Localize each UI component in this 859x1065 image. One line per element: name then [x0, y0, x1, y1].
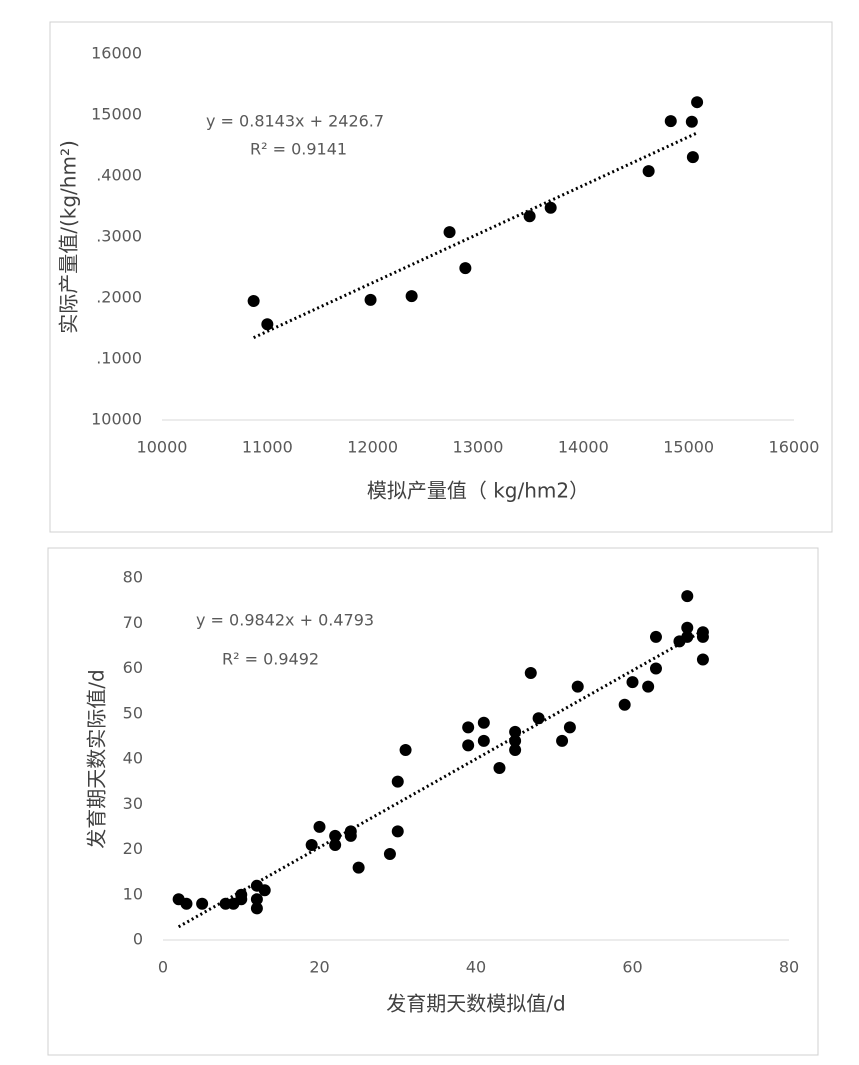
y-tick-label: 15000 — [91, 105, 142, 124]
point — [329, 829, 342, 842]
y-tick-label: 10 — [123, 884, 143, 903]
x-tick-label: 13000 — [453, 438, 504, 457]
point — [459, 262, 472, 275]
y-tick-label: 20 — [123, 839, 143, 858]
x-tick-label: 80 — [779, 958, 799, 977]
y-tick-label: 30 — [123, 794, 143, 813]
point — [532, 712, 545, 725]
point — [405, 290, 418, 303]
x-tick-label: 14000 — [558, 438, 609, 457]
point — [523, 210, 536, 223]
x-tick-label: 20 — [309, 958, 329, 977]
trend-line — [253, 131, 698, 340]
point — [250, 893, 263, 906]
point — [261, 318, 274, 331]
point — [247, 295, 260, 308]
point — [681, 630, 694, 643]
x-tick-label: 16000 — [769, 438, 820, 457]
y-axis-title: 实际产量值/(kg/hm²) — [57, 140, 81, 334]
point — [649, 630, 662, 643]
y-tick-label: 60 — [123, 658, 143, 677]
y-tick-label: 16000 — [91, 44, 142, 63]
point — [250, 902, 263, 915]
point — [563, 721, 576, 734]
point — [344, 825, 357, 838]
y-tick-label: .3000 — [96, 227, 142, 246]
point — [649, 662, 662, 675]
x-tick-label: 12000 — [347, 438, 398, 457]
point — [443, 226, 456, 239]
y-tick-label: .4000 — [96, 166, 142, 185]
point — [685, 115, 698, 128]
y-tick-label: 0 — [133, 930, 143, 949]
point — [618, 698, 631, 711]
annotation: y = 0.8143x + 2426.7 — [206, 112, 384, 131]
x-tick-label: 10000 — [137, 438, 188, 457]
point — [509, 725, 522, 738]
point — [493, 762, 506, 775]
y-tick-label: 50 — [123, 703, 143, 722]
trend-line — [177, 629, 704, 929]
x-axis-title: 模拟产量值（ kg/hm2） — [367, 479, 589, 503]
point — [509, 734, 522, 747]
point — [364, 293, 377, 306]
y-tick-label: 10000 — [91, 410, 142, 429]
x-axis-title: 发育期天数模拟值/d — [386, 992, 565, 1016]
point — [305, 838, 318, 851]
point — [681, 590, 694, 603]
point — [524, 667, 537, 680]
point — [313, 820, 326, 833]
x-tick-label: 15000 — [663, 438, 714, 457]
point — [477, 716, 490, 729]
panel-frame — [47, 547, 819, 1056]
point — [391, 825, 404, 838]
annotation: y = 0.9842x + 0.4793 — [196, 611, 374, 630]
annotation: R² = 0.9492 — [222, 650, 319, 669]
point — [477, 734, 490, 747]
x-tick-label: 40 — [466, 958, 486, 977]
x-tick-label: 60 — [622, 958, 642, 977]
point — [696, 653, 709, 666]
point — [544, 201, 557, 214]
point — [681, 621, 694, 634]
y-tick-label: 80 — [123, 568, 143, 587]
point — [642, 165, 655, 178]
point — [391, 775, 404, 788]
y-tick-label: 70 — [123, 613, 143, 632]
point — [462, 721, 475, 734]
point — [556, 734, 569, 747]
y-tick-label: .1000 — [96, 349, 142, 368]
point — [235, 888, 248, 901]
point — [352, 861, 365, 874]
point — [696, 630, 709, 643]
point — [642, 680, 655, 693]
point — [180, 897, 193, 910]
point — [399, 743, 412, 756]
annotation: R² = 0.9141 — [250, 140, 347, 159]
y-tick-label: 40 — [123, 749, 143, 768]
point — [691, 96, 704, 109]
y-axis-title: 发育期天数实际值/d — [85, 669, 109, 848]
point — [196, 897, 209, 910]
point — [664, 115, 677, 128]
point — [686, 151, 699, 164]
x-tick-label: 0 — [158, 958, 168, 977]
panel-frame — [49, 21, 833, 533]
point — [383, 848, 396, 861]
point — [462, 739, 475, 752]
x-tick-label: 11000 — [242, 438, 293, 457]
point — [329, 838, 342, 851]
point — [571, 680, 584, 693]
point — [626, 676, 639, 689]
point — [258, 884, 271, 897]
y-tick-label: .2000 — [96, 288, 142, 307]
point — [509, 743, 522, 756]
